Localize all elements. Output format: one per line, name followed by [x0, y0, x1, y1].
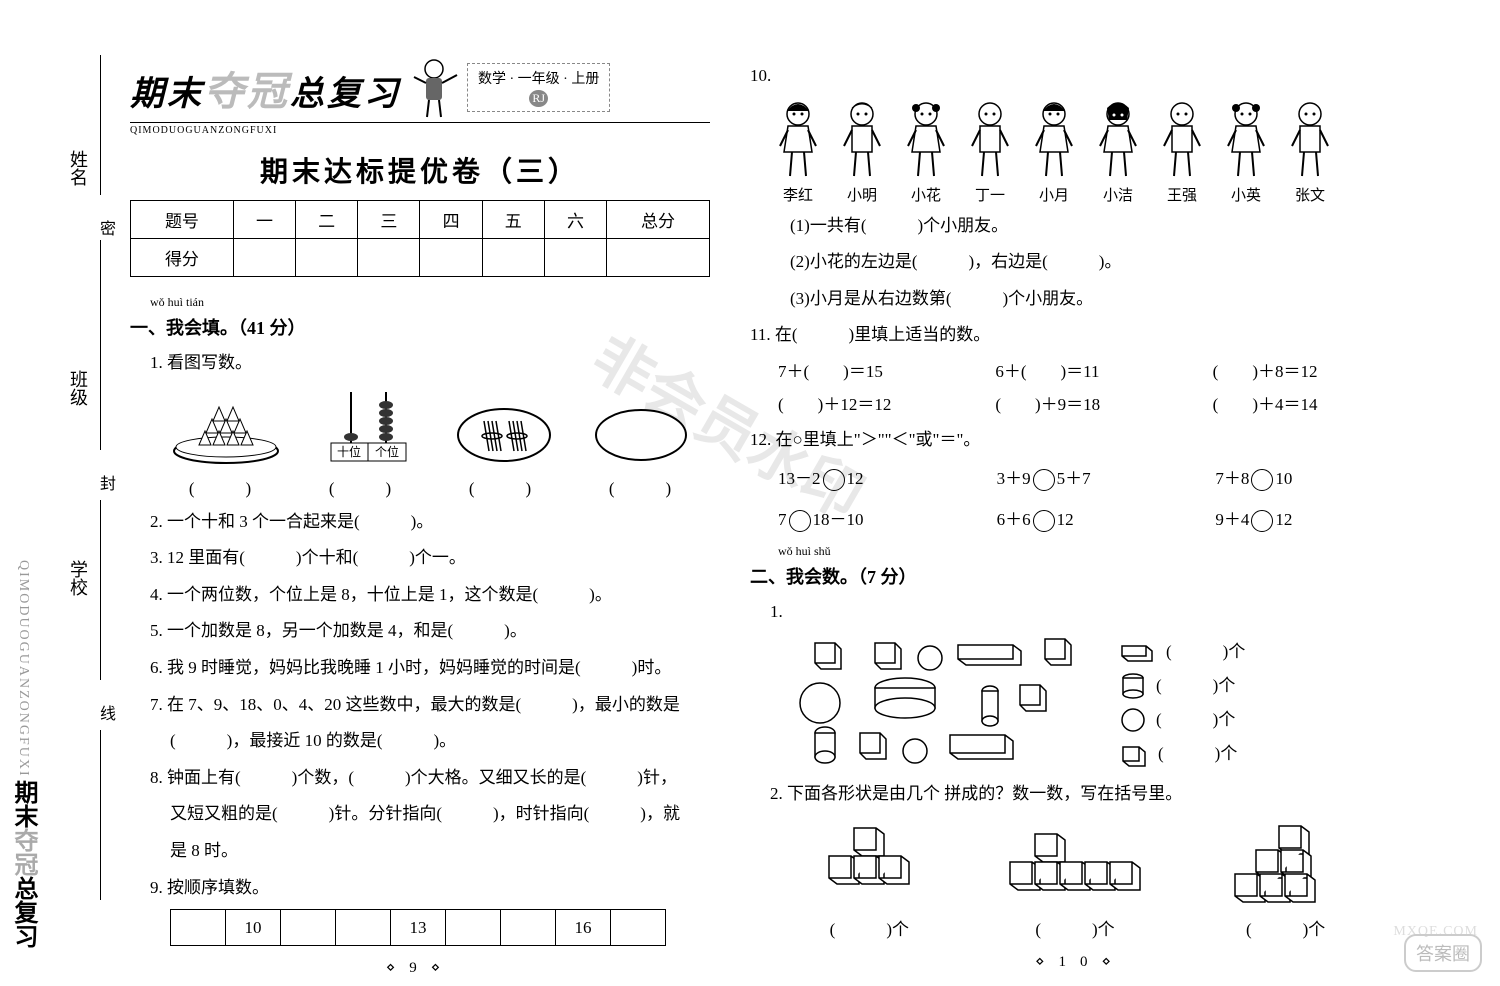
subject-badge: 数学 · 一年级 · 上册 RJ: [467, 63, 610, 112]
section1-title: 一、我会填。（41 分）: [130, 314, 710, 340]
page-number-right: ⋄10⋄: [750, 952, 1410, 971]
label-class: 班级: [65, 370, 91, 406]
answer-badge: 答案圈: [1404, 934, 1482, 972]
child-icon: [898, 98, 954, 180]
cube-stack-2-icon: [1000, 820, 1150, 910]
margin-line: [100, 240, 101, 450]
margin-line: [100, 730, 101, 900]
spine-title: 期末夺冠总复习: [6, 780, 41, 948]
cmp-item[interactable]: 7＋810: [1215, 464, 1410, 491]
seq-table: 10 13 16: [170, 909, 666, 946]
q7b: ( )，最接近 10 的数是( )。: [170, 726, 710, 757]
score-table: 题号 一 二 三 四 五 六 总分 得分: [130, 200, 710, 277]
child-icon: [962, 98, 1018, 180]
abacus-icon: 十位 个位: [321, 387, 416, 465]
section2-pinyin: wǒ huì shǔ: [778, 544, 1410, 559]
label-mi: 密: [100, 215, 116, 239]
child-icon: [1218, 98, 1274, 180]
cmp-item[interactable]: 3＋95＋7: [997, 464, 1192, 491]
q10: 10.: [750, 61, 1410, 92]
header: 期末夺冠总复习 数学 · 一年级 · 上册 RJ: [130, 55, 710, 120]
book-title: 期末夺冠总复习: [130, 59, 401, 117]
child-icon: [1154, 98, 1210, 180]
people-row: 李红 小明 小花 丁一 小月 小洁 王强 小英 张文: [770, 98, 1410, 205]
q6: 6. 我 9 时睡觉，妈妈比我晚睡 1 小时，妈妈睡觉的时间是( )时。: [150, 653, 710, 684]
empty-plate-icon: [591, 405, 691, 465]
sphere-icon: [1120, 707, 1146, 733]
cube-stack-1-icon: [809, 820, 929, 910]
q10-3: (3)小月是从右边数第( )个小朋友。: [790, 284, 1410, 315]
cmp-item[interactable]: 13－212: [778, 464, 973, 491]
cube-icon: [1120, 740, 1148, 768]
q7a: 7. 在 7、9、18、0、4、20 这些数中，最大的数是( )，最小的数是: [150, 690, 710, 721]
svg-text:十位: 十位: [337, 444, 361, 459]
plate-icon: [169, 397, 284, 465]
shape-legend: ( )个 ( )个 ( )个 ( )个: [1120, 635, 1245, 771]
cylinder-icon: [1120, 672, 1146, 700]
q12: 12. 在○里填上"＞""＜"或"＝"。: [750, 425, 1410, 456]
shapes-area: ( )个 ( )个 ( )个 ( )个: [780, 633, 1410, 773]
cubes-row: ( )个 ( )个: [774, 820, 1386, 940]
label-name: 姓名: [65, 150, 91, 186]
shapes-collection-icon: [780, 633, 1100, 773]
label-xian: 线: [100, 700, 116, 724]
q8b: 又短又粗的是( )针。分针指向( )，时针指向( )，就: [170, 799, 710, 830]
q1: 1. 看图写数。: [150, 348, 710, 379]
q8c: 是 8 时。: [170, 836, 710, 867]
s2q2: 2. 下面各形状是由几个 拼成的？数一数，写在括号里。: [770, 779, 1410, 810]
spine-pinyin: QIMODUOGUANZONGFUXI: [15, 560, 31, 778]
q10-1: (1)一共有( )个小朋友。: [790, 211, 1410, 242]
mascot-icon: [409, 55, 459, 120]
child-icon: [1282, 98, 1338, 180]
cmp-item[interactable]: 6＋612: [997, 505, 1192, 532]
q8a: 8. 钟面上有( )个数，( )个大格。又细又长的是( )针，: [150, 763, 710, 794]
cube-stack-3-icon: [1221, 820, 1351, 910]
label-school: 学校: [65, 560, 91, 596]
svg-text:个位: 个位: [375, 444, 399, 459]
q1-blanks: ( ) ( ) ( ) ( ): [150, 474, 710, 499]
q10-2: (2)小花的左边是( )，右边是( )。: [790, 247, 1410, 278]
left-page: 期末夺冠总复习 数学 · 一年级 · 上册 RJ QIMODUOGUANZONG…: [130, 55, 710, 977]
q2: 2. 一个十和 3 个一合起来是( )。: [150, 507, 710, 538]
cuboid-icon: [1120, 640, 1156, 664]
q4: 4. 一个两位数，个位上是 8，十位上是 1，这个数是( )。: [150, 580, 710, 611]
header-pinyin: QIMODUOGUANZONGFUXI: [130, 122, 710, 136]
margin-line: [100, 500, 101, 680]
section2-title: 二、我会数。（7 分）: [750, 563, 1410, 589]
page-number-left: ⋄9⋄: [130, 958, 710, 977]
child-icon: [1026, 98, 1082, 180]
s2q1: 1.: [770, 597, 1410, 628]
paper-heading: 期末达标提优卷（三）: [130, 150, 710, 190]
section1-pinyin: wǒ huì tián: [150, 295, 710, 310]
q12-grid: 13－212 3＋95＋7 7＋810 718－10 6＋612 9＋412: [778, 464, 1410, 532]
q9: 9. 按顺序填数。: [150, 873, 710, 904]
q11-grid: 7＋( )＝15 6＋( )＝11 ( )＋8＝12 ( )＋12＝12 ( )…: [778, 357, 1410, 415]
q5: 5. 一个加数是 8，另一个加数是 4，和是( )。: [150, 616, 710, 647]
cmp-item[interactable]: 718－10: [778, 505, 973, 532]
child-icon: [770, 98, 826, 180]
right-page: 10. 李红 小明 小花 丁一 小月 小洁 王强 小英 张文 (1)一共有( )…: [750, 55, 1410, 971]
cmp-item[interactable]: 9＋412: [1215, 505, 1410, 532]
label-feng: 封: [100, 470, 116, 494]
sticks-icon: [454, 403, 554, 465]
q1-images: 十位 个位: [150, 387, 710, 470]
child-icon: [834, 98, 890, 180]
child-icon: [1090, 98, 1146, 180]
q3: 3. 12 里面有( )个十和( )个一。: [150, 543, 710, 574]
q11: 11. 在( )里填上适当的数。: [750, 320, 1410, 351]
margin-line: [100, 55, 101, 195]
